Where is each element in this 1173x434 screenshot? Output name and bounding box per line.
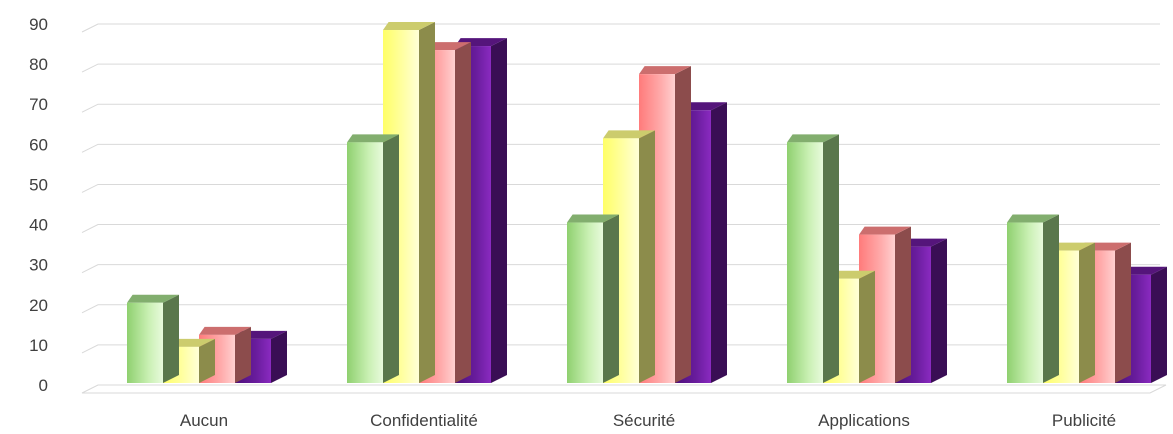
y-tick-label: 10	[29, 336, 48, 355]
bar-top	[787, 134, 839, 143]
bar-front	[1007, 222, 1043, 383]
bar-top	[859, 226, 911, 235]
bar-top	[603, 130, 655, 139]
bar-side	[603, 214, 619, 383]
y-tick-label: 90	[29, 15, 48, 34]
bar-front	[567, 222, 603, 383]
bar-side	[163, 294, 179, 383]
y-tick-label: 60	[29, 135, 48, 154]
y-tick-label: 70	[29, 95, 48, 114]
bar-side	[383, 134, 399, 383]
bar-side	[271, 330, 287, 383]
bar	[787, 134, 839, 383]
bar-top	[347, 134, 399, 143]
y-tick-label: 20	[29, 296, 48, 315]
bar-front	[127, 302, 163, 383]
bar-side	[931, 238, 947, 383]
x-tick-label: Applications	[818, 411, 910, 430]
gridline	[81, 63, 1160, 73]
bar-side	[1079, 242, 1095, 383]
y-tick-label: 30	[29, 256, 48, 275]
bar	[347, 134, 399, 383]
bar-front	[787, 142, 823, 383]
bar-side	[859, 270, 875, 383]
bar-side	[491, 38, 507, 384]
x-tick-label: Aucun	[180, 411, 228, 430]
bar-front	[347, 142, 383, 383]
floor	[81, 384, 1167, 394]
y-tick-label: 0	[39, 376, 48, 395]
x-axis: Aucun Confidentialité Sécurité Applications…	[180, 411, 1116, 430]
bar-side	[895, 226, 911, 383]
bar-side	[455, 42, 471, 383]
bar-side	[1043, 214, 1059, 383]
y-tick-label: 50	[29, 175, 48, 194]
x-tick-label: Sécurité	[613, 411, 675, 430]
y-tick-label: 40	[29, 216, 48, 235]
bar-side	[235, 326, 251, 383]
y-axis: 0 10 20 30 40 50 60 70 80 90	[29, 15, 48, 395]
x-tick-label: Confidentialité	[370, 411, 478, 430]
bar-side	[823, 134, 839, 383]
bar-top	[127, 294, 179, 303]
bar-side	[199, 338, 215, 383]
bar	[567, 214, 619, 383]
bar-top	[639, 66, 691, 75]
gridline	[81, 23, 1160, 33]
bar	[127, 294, 179, 383]
gridline	[81, 103, 1160, 113]
bar-side	[639, 130, 655, 383]
bar-side	[419, 22, 435, 384]
x-tick-label: Publicité	[1052, 411, 1116, 430]
bar	[1007, 214, 1059, 383]
bars	[127, 22, 1167, 384]
y-tick-label: 80	[29, 55, 48, 74]
bar-side	[675, 66, 691, 384]
bar-top	[383, 22, 435, 31]
bar	[895, 238, 947, 383]
bar-side	[1151, 266, 1167, 383]
bar-top	[199, 326, 251, 335]
bar-top	[1007, 214, 1059, 223]
bar-top	[567, 214, 619, 223]
gridlines	[81, 23, 1167, 394]
bar-side	[1115, 242, 1131, 383]
bar-side	[711, 102, 727, 383]
